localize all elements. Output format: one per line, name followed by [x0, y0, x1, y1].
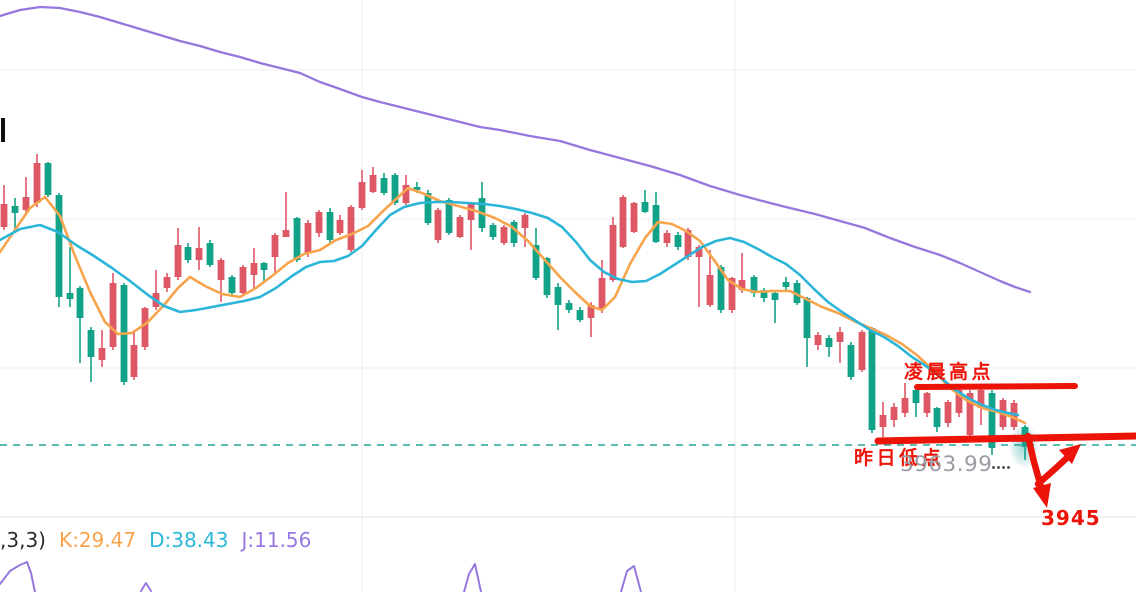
candles-layer[interactable] — [0, 154, 1029, 460]
price-line-dot — [992, 466, 995, 469]
clipped-text-bar — [1, 118, 5, 142]
kdj-j-line — [0, 561, 642, 592]
ma-fast-line — [0, 186, 1027, 425]
price-line-dots[interactable] — [992, 456, 1012, 472]
kdj-indicator-header[interactable]: ,3,3) K:29.47 D:38.43 J:11.56 — [0, 530, 311, 550]
ma-long-line — [0, 5, 1032, 294]
drawn-arrow[interactable] — [1024, 432, 1081, 508]
ma-slow-line — [0, 200, 1020, 417]
yesterday-low-label: 昨日低点 — [854, 447, 945, 469]
price-line-dot — [1007, 466, 1010, 469]
kdj-k-value: K:29.47 — [58, 528, 137, 552]
price-line-dot — [1002, 466, 1005, 469]
dawn-high-label: 凌晨高点 — [904, 361, 995, 383]
price-line-dot — [997, 466, 1000, 469]
kdj-params-label: ,3,3) — [0, 528, 46, 552]
target-price-label: 3945 — [1041, 506, 1101, 530]
drawn-support-line[interactable] — [874, 432, 1136, 445]
current-price-label: 3963.99 — [900, 452, 993, 477]
kdj-d-value: D:38.43 — [149, 528, 229, 552]
drawn-resistance-line[interactable] — [914, 383, 1078, 390]
kdj-j-value: J:11.56 — [241, 528, 312, 552]
